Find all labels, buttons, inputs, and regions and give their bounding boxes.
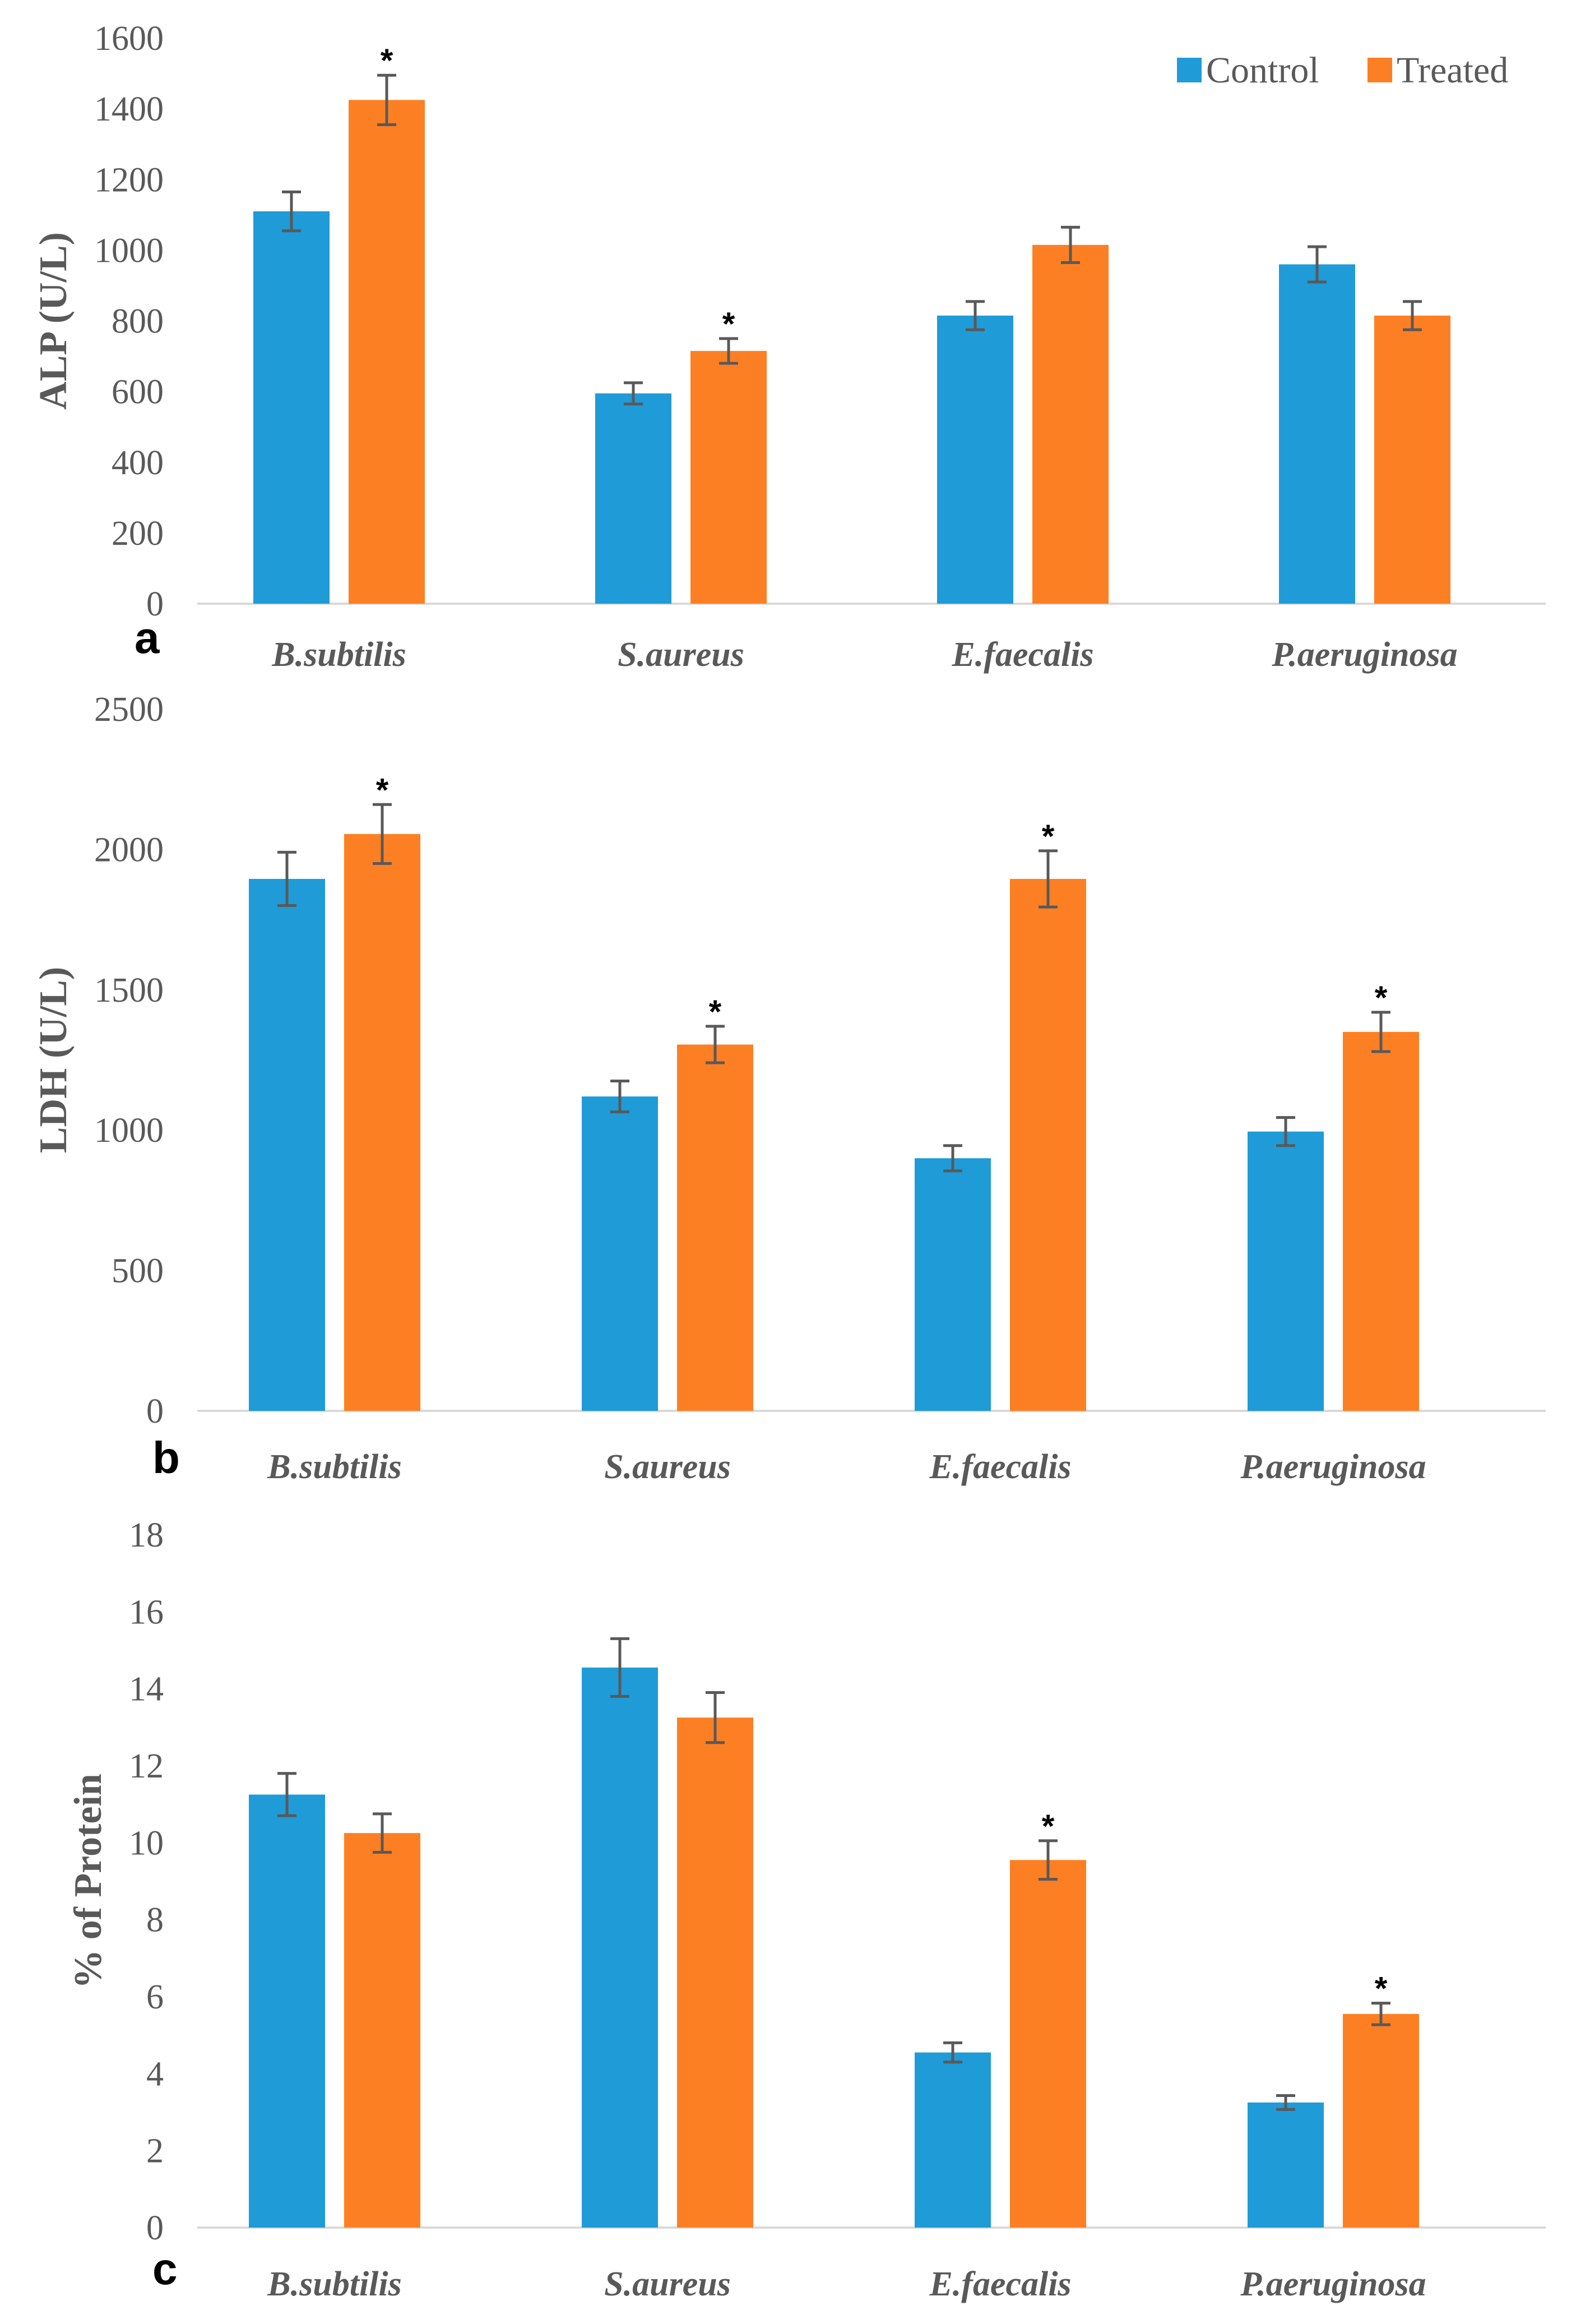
bar-control	[1248, 2102, 1324, 2228]
y-tick-label: 12	[129, 1747, 164, 1785]
significance-marker: *	[381, 43, 393, 79]
y-tick-label: 400	[112, 444, 164, 482]
y-tick-label: 4	[146, 2055, 164, 2093]
significance-marker: *	[1042, 818, 1055, 855]
y-tick-label: 16	[129, 1593, 164, 1631]
category-label: B.subtilis	[267, 2265, 402, 2303]
category-label: P.aeruginosa	[1240, 2265, 1426, 2303]
bar-treated	[344, 1833, 420, 2228]
y-tick-label: 200	[112, 515, 164, 553]
y-tick-label: 18	[129, 1516, 164, 1554]
bar-control	[249, 878, 325, 1411]
category-label: E.faecalis	[951, 636, 1093, 674]
y-tick-label: 600	[112, 373, 164, 411]
bar-control	[915, 1158, 991, 1411]
panel-label: c	[152, 2244, 178, 2294]
bar-treated	[344, 834, 420, 1411]
y-tick-label: 1400	[94, 90, 164, 128]
bar-treated	[1010, 878, 1086, 1411]
category-label: E.faecalis	[929, 1448, 1071, 1486]
bar-treated	[677, 1044, 753, 1411]
panel-b: 0 500 1000 1500 2000 2500 LDH (U/L) b * B.subtili…	[32, 691, 1546, 1486]
bar-treated	[1343, 2013, 1419, 2228]
significance-marker: *	[1375, 980, 1388, 1016]
category-label: E.faecalis	[929, 2265, 1071, 2303]
y-axis-title: % of Protein	[67, 1774, 110, 1989]
y-tick-label: 14	[129, 1670, 164, 1709]
y-axis-title: ALP (U/L)	[32, 232, 75, 410]
bar-control	[249, 1794, 325, 2228]
significance-marker: *	[376, 772, 389, 808]
y-tick-label: 1600	[94, 20, 164, 58]
y-tick-label: 1200	[94, 161, 164, 199]
bar-treated	[690, 351, 767, 604]
bar-control	[582, 1096, 658, 1411]
y-tick-label: 8	[146, 1901, 164, 1939]
bar-control	[1279, 264, 1355, 604]
category-label: S.aureus	[604, 2265, 731, 2303]
significance-marker: *	[722, 306, 735, 342]
y-axis-title: LDH (U/L)	[32, 967, 75, 1154]
legend: Control Treated	[1177, 50, 1508, 91]
y-tick-label: 1500	[94, 971, 164, 1010]
panel-c: 0 2 4 6 8 10 12 14 16 18 % of Protein c B.subtilis S.…	[67, 1516, 1546, 2303]
panel-label: a	[135, 613, 160, 663]
significance-marker: *	[709, 994, 722, 1030]
bar-control	[595, 393, 671, 604]
y-tick-label: 0	[146, 585, 164, 623]
y-tick-label: 6	[146, 1978, 164, 2016]
bar-control	[915, 2052, 991, 2228]
category-label: B.subtilis	[267, 1448, 402, 1486]
bar-control	[582, 1667, 658, 2228]
bar-treated	[1032, 244, 1109, 604]
bar-treated	[1010, 1860, 1086, 2228]
bar-treated	[1374, 316, 1450, 604]
y-tick-label: 0	[146, 2209, 164, 2247]
bar-treated	[349, 100, 425, 604]
y-tick-label: 800	[112, 303, 164, 341]
bar-control	[253, 211, 330, 604]
y-tick-label: 2000	[94, 831, 164, 869]
bar-treated	[677, 1717, 753, 2228]
panel-a: 0 200 400 600 800 1000 1200 1400 1600 ALP (U/L) a *…	[32, 20, 1546, 674]
category-label: P.aeruginosa	[1271, 636, 1457, 674]
panel-label: b	[152, 1433, 180, 1483]
legend-swatch-control	[1177, 58, 1202, 82]
significance-marker: *	[1042, 1808, 1055, 1845]
y-tick-label: 1000	[94, 1112, 164, 1150]
significance-marker: *	[1375, 1971, 1388, 2007]
bar-control	[937, 316, 1013, 604]
legend-label-treated: Treated	[1397, 50, 1508, 91]
legend-label-control: Control	[1206, 50, 1319, 91]
category-label: S.aureus	[618, 636, 744, 674]
bar-control	[1248, 1131, 1324, 1411]
y-tick-label: 2500	[94, 691, 164, 729]
y-tick-label: 2	[146, 2132, 164, 2170]
category-label: S.aureus	[604, 1448, 731, 1486]
y-tick-label: 1000	[94, 232, 164, 270]
y-tick-label: 10	[129, 1824, 164, 1862]
bar-treated	[1343, 1031, 1419, 1411]
category-label: P.aeruginosa	[1240, 1448, 1426, 1486]
y-tick-label: 500	[112, 1252, 164, 1290]
y-tick-label: 0	[146, 1392, 164, 1430]
legend-swatch-treated	[1368, 58, 1392, 82]
category-label: B.subtilis	[271, 636, 406, 674]
